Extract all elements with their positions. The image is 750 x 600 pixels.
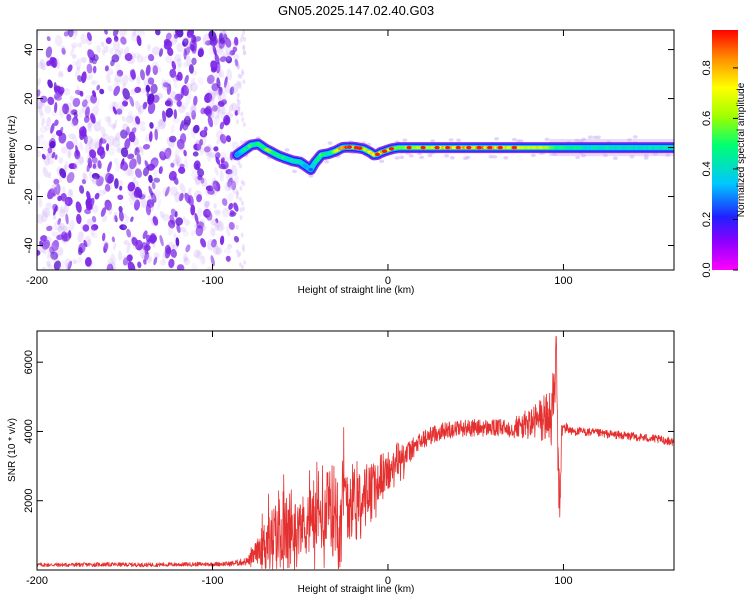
spectrogram-x-axis-label: Height of straight line (km)	[298, 285, 415, 296]
spectrogram-y-tick-label: 0	[23, 145, 35, 151]
snr-axes: -200 -100 0 100 2000 4000 6000	[23, 331, 674, 587]
snr-plot-area	[37, 335, 674, 570]
snr-x-tick-label: -200	[26, 575, 48, 587]
colorbar: 0.0 0.2 0.4 0.6 0.8 Normalized spectral ampl…	[701, 30, 747, 278]
colorbar-label: Normalized spectral amplitude	[736, 82, 747, 217]
chart-title: GN05.2025.147.02.40.G03	[278, 3, 434, 18]
spectrogram-y-tick-label: 40	[23, 43, 35, 55]
colorbar-gradient	[712, 30, 738, 270]
colorbar-tick-label: 0.4	[701, 161, 713, 176]
spectrogram-frame	[36, 29, 675, 271]
colorbar-tick-label: 0.0	[701, 262, 713, 277]
colorbar-tick-label: 0.2	[701, 212, 713, 227]
spectrogram-plot-area	[37, 30, 674, 270]
spectrogram-y-tick-label: 20	[23, 92, 35, 104]
snr-y-tick-label: 4000	[23, 419, 35, 443]
spectrogram-x-tick-label: -200	[26, 275, 48, 287]
snr-line	[37, 335, 674, 570]
ridge-trace	[231, 138, 674, 176]
snr-y-tick-label: 2000	[23, 488, 35, 512]
spectrogram-y-axis-label: Frequency (Hz)	[7, 116, 18, 185]
spectrogram-y-tick-label: -20	[23, 189, 35, 205]
spectrogram-y-tick-label: -40	[23, 238, 35, 254]
snr-panel: -200 -100 0 100 2000 4000 6000 Height of strai…	[7, 330, 675, 595]
noise-speckle-region	[37, 30, 247, 270]
snr-x-axis-label: Height of straight line (km)	[298, 584, 415, 595]
colorbar-tick-label: 0.6	[701, 111, 713, 126]
spectrogram-x-tick-label: 0	[385, 275, 391, 287]
snr-x-tick-label: 0	[385, 575, 391, 587]
snr-x-tick-label: 100	[554, 575, 572, 587]
snr-y-axis-label: SNR (10 * v/v)	[7, 418, 18, 482]
colorbar-axes: 0.0 0.2 0.4 0.6 0.8	[701, 60, 738, 278]
snr-frame	[36, 330, 675, 571]
spectrogram-x-tick-label: 100	[554, 275, 572, 287]
snr-x-tick-label: -100	[201, 575, 223, 587]
colorbar-tick-label: 0.8	[701, 60, 713, 75]
spectrogram-x-tick-label: -100	[201, 275, 223, 287]
snr-y-tick-label: 6000	[23, 350, 35, 374]
